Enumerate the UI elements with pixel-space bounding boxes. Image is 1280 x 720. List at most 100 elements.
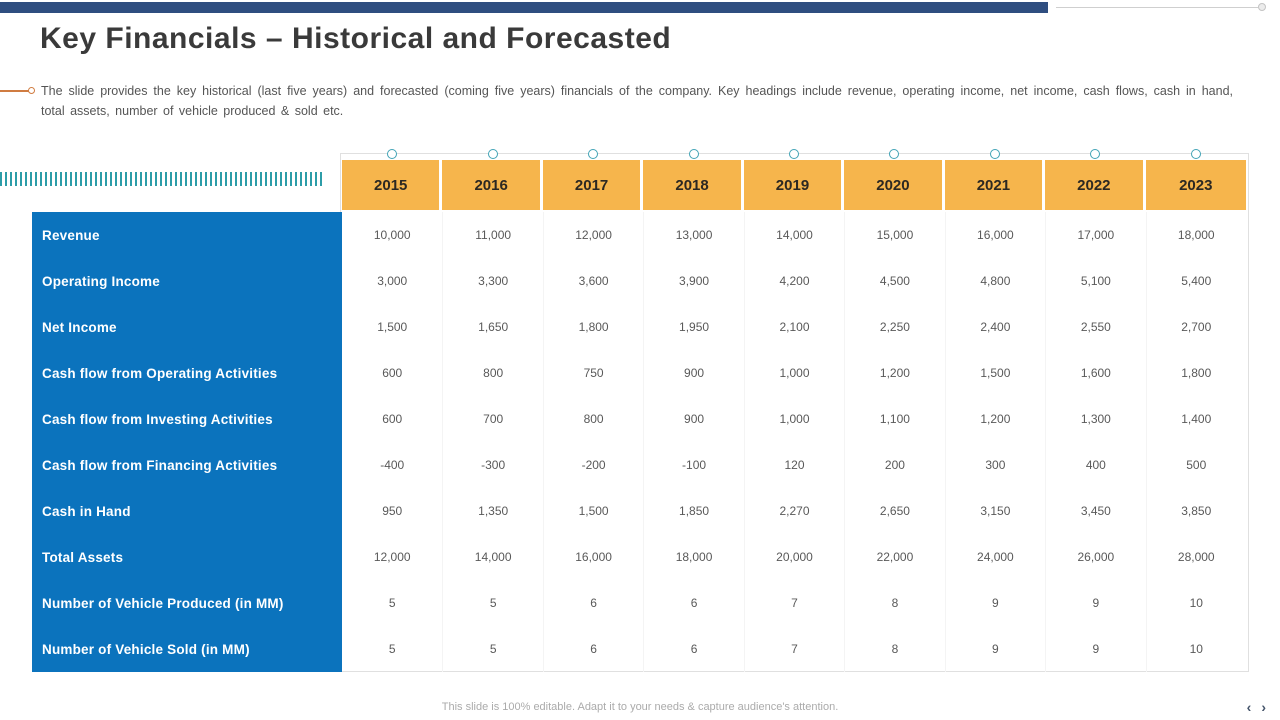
- timeline-circle-icon: [1190, 148, 1201, 159]
- year-header-2015: 2015: [342, 160, 443, 210]
- table-cell: 1,350: [442, 488, 542, 534]
- table-cell: 2,100: [743, 304, 844, 350]
- table-cell: 15,000: [844, 212, 944, 258]
- timeline-circle-icon: [588, 148, 599, 159]
- timeline-circle-icon: [1090, 148, 1101, 159]
- table-cell: 3,450: [1045, 488, 1145, 534]
- table-cell: 16,000: [944, 212, 1045, 258]
- table-cell: 5: [388, 596, 396, 610]
- table-cell: 2,550: [1045, 304, 1145, 350]
- table-cell: 600: [382, 412, 403, 426]
- table-cell: 200: [844, 442, 944, 488]
- year-header-2021: 2021: [944, 160, 1046, 210]
- table-cell: 10: [1145, 580, 1246, 626]
- table-cell: 1,100: [844, 396, 944, 442]
- year-header-2019: 2019: [743, 160, 845, 210]
- timeline-circle-icon: [487, 148, 498, 159]
- timeline-circle-icon: [688, 148, 699, 159]
- row-label: Cash flow from Investing Activities: [32, 396, 342, 442]
- table-cell: 22,000: [844, 534, 944, 580]
- timeline-circle-icon: [387, 148, 398, 159]
- table-cell: 6: [643, 580, 743, 626]
- table-cell: 1,950: [643, 304, 743, 350]
- table-cell: 10: [1145, 626, 1246, 672]
- table-cell: 8: [844, 626, 944, 672]
- table-cell: 5: [442, 580, 542, 626]
- table-cell: 3,900: [643, 258, 743, 304]
- table-cell: 1,850: [643, 488, 743, 534]
- timeline-circle-icon: [889, 148, 900, 159]
- row-label: Total Assets: [32, 534, 342, 580]
- timeline-node: [945, 147, 1045, 160]
- table-cell: 1,400: [1145, 396, 1246, 442]
- row-label: Cash flow from Financing Activities: [32, 442, 342, 488]
- table-cell: -200: [542, 442, 643, 488]
- slide-description: The slide provides the key historical (l…: [41, 84, 1233, 118]
- table-cell: 18,000: [1145, 212, 1246, 258]
- table-cell: 11,000: [442, 212, 542, 258]
- table-cell: 2,700: [1145, 304, 1246, 350]
- table-cell: 6: [542, 626, 643, 672]
- table-cell: 9: [944, 580, 1045, 626]
- table-cell: 1,800: [542, 304, 643, 350]
- table-cell: 3,300: [442, 258, 542, 304]
- table-cell: 12,000: [373, 550, 411, 564]
- year-header-row: 2015 2016 2017 2018 2019 2020 2021 2022 2023: [342, 160, 1246, 210]
- row-label: Number of Vehicle Sold (in MM): [32, 626, 342, 672]
- table-cell: 2,270: [743, 488, 844, 534]
- table-body: Revenue 10,000 11,000 12,000 13,000 14,000 15,…: [32, 212, 1246, 672]
- table-cell: 300: [944, 442, 1045, 488]
- table-cell: 2,250: [844, 304, 944, 350]
- table-cell: 1,800: [1145, 350, 1246, 396]
- table-cell: -400: [380, 458, 405, 472]
- top-decor-line: [1056, 7, 1258, 8]
- table-cell: 700: [442, 396, 542, 442]
- table-cell: 14,000: [743, 212, 844, 258]
- timeline-node: [543, 147, 643, 160]
- table-cell: 16,000: [542, 534, 643, 580]
- table-cell: 3,850: [1145, 488, 1246, 534]
- table-cell: 17,000: [1045, 212, 1145, 258]
- table-cell: 1,600: [1045, 350, 1145, 396]
- table-cell: 4,800: [944, 258, 1045, 304]
- table-cell: 18,000: [643, 534, 743, 580]
- table-cell: 9: [1045, 580, 1145, 626]
- table-cell: 20,000: [743, 534, 844, 580]
- table-cell: 400: [1045, 442, 1145, 488]
- table-cell: 8: [844, 580, 944, 626]
- footer-note: This slide is 100% editable. Adapt it to…: [441, 701, 839, 713]
- table-cell: 6: [542, 580, 643, 626]
- prev-slide-button[interactable]: ‹: [1246, 699, 1252, 715]
- row-label: Cash in Hand: [32, 488, 342, 534]
- table-cell: 3,150: [944, 488, 1045, 534]
- table-cell: 10,000: [373, 228, 411, 242]
- timeline-node: [744, 147, 844, 160]
- table-cell: 1,200: [944, 396, 1045, 442]
- table-cell: 1,500: [944, 350, 1045, 396]
- timeline-circle-icon: [788, 148, 799, 159]
- financial-table: 2015 2016 2017 2018 2019 2020 2021 2022 2023 Rev…: [32, 147, 1249, 672]
- next-slide-button[interactable]: ›: [1261, 699, 1266, 715]
- top-accent-bar: [0, 2, 1048, 13]
- year-header-2017: 2017: [542, 160, 644, 210]
- table-cell: 1,200: [844, 350, 944, 396]
- table-cell: 9: [944, 626, 1045, 672]
- row-label: Operating Income: [32, 258, 342, 304]
- table-cell: 13,000: [643, 212, 743, 258]
- table-cell: 5: [388, 642, 396, 656]
- table-cell: 800: [442, 350, 542, 396]
- table-cell: 900: [643, 350, 743, 396]
- table-cell: 4,500: [844, 258, 944, 304]
- timeline-circles: [342, 147, 1246, 160]
- table-cell: 9: [1045, 626, 1145, 672]
- table-cell: 28,000: [1145, 534, 1246, 580]
- timeline-node: [844, 147, 944, 160]
- table-cell: 7: [743, 626, 844, 672]
- table-cell: 900: [643, 396, 743, 442]
- page-title: Key Financials – Historical and Forecast…: [40, 22, 672, 55]
- timeline-node: [442, 147, 542, 160]
- table-cell: -100: [643, 442, 743, 488]
- year-header-2018: 2018: [643, 160, 744, 210]
- timeline-circle-icon: [989, 148, 1000, 159]
- table-cell: 3,600: [542, 258, 643, 304]
